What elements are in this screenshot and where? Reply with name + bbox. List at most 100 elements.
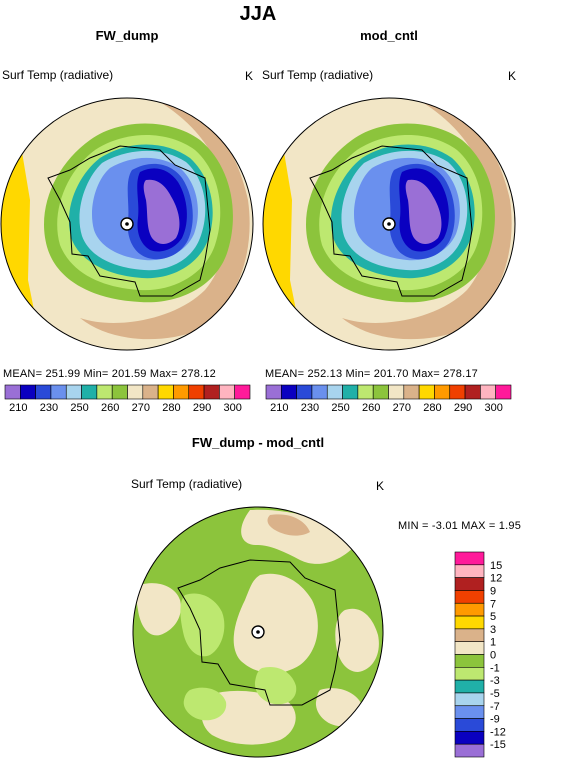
polar-map-mod-cntl (263, 98, 515, 350)
colorbar-swatch (142, 384, 159, 400)
colorbar-swatch (454, 692, 485, 707)
polar-map-fw-dump (1, 98, 253, 350)
map-border (0, 97, 254, 351)
colorbar-swatch (449, 384, 466, 400)
colorbar-swatch (454, 602, 485, 617)
contour-fill-0 (136, 583, 181, 636)
contour-fill-neg3 (254, 666, 297, 705)
colorbar-swatch (96, 384, 113, 400)
colorbar-tick-label: 0 (490, 650, 496, 662)
colorbar-tick-label: 5 (490, 611, 496, 623)
coastline (177, 559, 341, 706)
colorbar-swatch (454, 667, 485, 681)
colorbar-tick-label: -15 (490, 739, 506, 751)
colorbar-tick-label: 290 (454, 402, 472, 414)
colorbar-swatch (454, 590, 485, 604)
colorbar-tick-label: 260 (101, 402, 119, 414)
colorbar-tick-label: -9 (490, 714, 500, 726)
panel-fw-dump: FW_dump Surf Temp (radiative) K (0, 28, 254, 414)
colorbar-fw-dump: 210 230 250 260 270 280 290 300 (4, 384, 251, 414)
contour-fill-1 (267, 514, 310, 536)
colorbar-swatch (454, 628, 485, 642)
colorbar-tick-label: 250 (331, 402, 349, 414)
units-label: K (245, 69, 253, 83)
map-border (132, 506, 384, 758)
pole-dot (125, 222, 129, 226)
contour-fill-neg3 (180, 593, 225, 657)
colorbar-tick-label: 270 (393, 402, 411, 414)
colorbar-swatch (65, 384, 82, 400)
colorbar-swatch (157, 384, 174, 400)
variable-label: Surf Temp (radiative) (2, 68, 113, 82)
coastline (47, 145, 211, 297)
contour-fill-neg3 (183, 687, 227, 721)
colorbar-swatch (454, 564, 485, 578)
colorbar-swatch (357, 384, 374, 400)
colorbar-swatch (418, 384, 435, 400)
colorbar-tick-label: -1 (490, 662, 500, 674)
colorbar-swatch (454, 705, 485, 719)
colorbar-swatch (265, 384, 282, 400)
pole-dot (256, 630, 260, 634)
colorbar-tick-label: 7 (490, 598, 496, 610)
colorbar-swatch (281, 384, 297, 400)
colorbar-tick-label: 9 (490, 585, 496, 597)
colorbar-tick-label: 270 (132, 402, 150, 414)
pole-dot (387, 222, 391, 226)
colorbar-swatch (35, 384, 52, 400)
contour-fill-0 (335, 608, 379, 672)
colorbar-swatch (454, 731, 485, 745)
colorbar-tick-label: 230 (40, 402, 58, 414)
colorbar-mod-cntl: 210 230 250 260 270 280 290 300 (265, 384, 512, 414)
colorbar-tick-label: -7 (490, 701, 500, 713)
panel-mod-cntl: mod_cntl Surf Temp (radiative) K MEAN= 2… (262, 28, 516, 414)
colorbar-tick-label: -3 (490, 675, 500, 687)
variable-label: Surf Temp (radiative) (262, 68, 373, 82)
colorbar-swatch (372, 384, 389, 400)
colorbar-swatch (342, 384, 359, 400)
colorbar-tick-label: 280 (423, 402, 441, 414)
colorbar-tick-label: 210 (9, 402, 27, 414)
colorbar-tick-label: 300 (485, 402, 503, 414)
colorbar-tick-label: 290 (193, 402, 211, 414)
stats-line: MEAN= 252.13 Min= 201.70 Max= 278.17 (265, 368, 478, 380)
colorbar-tick-label: 1 (490, 637, 496, 649)
colorbar-tick-label: 250 (70, 402, 88, 414)
colorbar-swatch (495, 384, 512, 400)
colorbar-swatch (20, 384, 36, 400)
colorbar-swatch (454, 743, 485, 758)
colorbar-tick-label: -5 (490, 688, 500, 700)
colorbar-swatch (111, 384, 128, 400)
colorbar-swatch (388, 384, 405, 400)
contour-fill-0 (233, 573, 318, 674)
colorbar-tick-label: -12 (490, 726, 506, 738)
figure-title: JJA (240, 3, 277, 25)
colorbar-swatch (188, 384, 205, 400)
colorbar-swatch (173, 384, 190, 400)
colorbar-swatch (434, 384, 451, 400)
colorbar-tick-label: 300 (224, 402, 242, 414)
units-label: K (508, 69, 516, 83)
panel-title: FW_dump (96, 28, 159, 43)
contour-fill-210 (405, 179, 442, 244)
colorbar-swatch (403, 384, 420, 400)
colorbar-tick-label: 280 (162, 402, 180, 414)
colorbar-swatch (454, 679, 485, 694)
colorbar-tick-label: 3 (490, 624, 496, 636)
colorbar-tick-label: 230 (301, 402, 319, 414)
colorbar-swatch (311, 384, 328, 400)
colorbar-tick-label: 12 (490, 573, 502, 585)
colorbar-swatch (50, 384, 67, 400)
colorbar-tick-label: 210 (270, 402, 288, 414)
map-border (262, 97, 516, 351)
colorbar-swatch (454, 577, 485, 591)
colorbar-tick-label: 15 (490, 560, 502, 572)
colorbar-swatch (296, 384, 313, 400)
panel-title: FW_dump - mod_cntl (192, 435, 324, 450)
colorbar-tick-label: 260 (362, 402, 380, 414)
colorbar-swatch (454, 641, 485, 655)
variable-label: Surf Temp (radiative) (131, 477, 242, 491)
stats-line: MIN = -3.01 MAX = 1.95 (398, 520, 521, 532)
